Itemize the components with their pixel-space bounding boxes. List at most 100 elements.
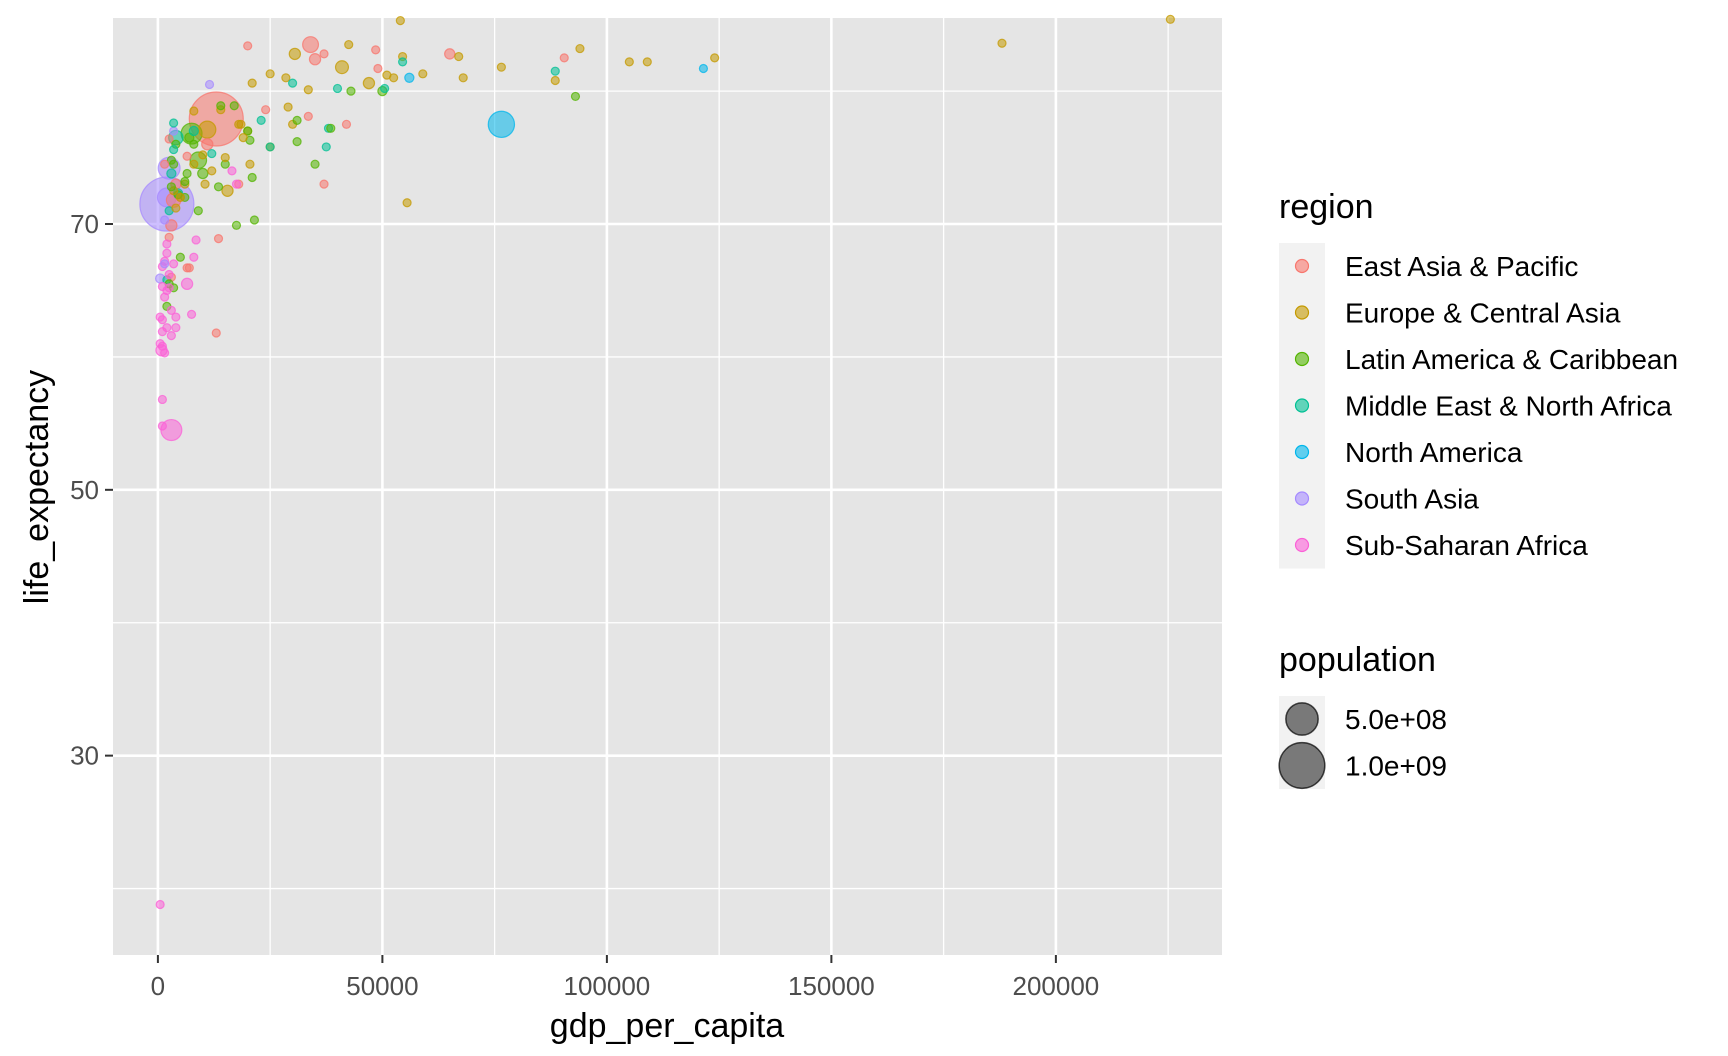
data-point	[287, 78, 298, 88]
data-point	[189, 159, 199, 169]
data-point	[362, 76, 376, 90]
data-point	[389, 73, 399, 83]
data-point	[201, 138, 214, 151]
data-point	[166, 182, 176, 192]
data-point	[216, 101, 226, 111]
data-point	[166, 168, 177, 179]
data-point	[164, 283, 174, 293]
data-point	[698, 63, 709, 74]
region-legend-key	[1294, 305, 1310, 320]
data-point	[334, 60, 350, 75]
data-point	[155, 339, 165, 349]
data-point	[200, 179, 210, 189]
data-point	[193, 206, 203, 216]
data-point	[180, 277, 194, 291]
data-point	[395, 16, 405, 26]
x-tick-label: 200000	[1012, 971, 1099, 1001]
data-point	[247, 172, 257, 183]
data-point	[171, 203, 181, 213]
data-point	[207, 166, 217, 176]
data-point	[220, 152, 230, 163]
x-tick-label: 0	[151, 971, 165, 1001]
data-point	[302, 36, 320, 54]
data-point	[213, 234, 224, 244]
data-point	[310, 159, 320, 169]
population-legend-key	[1285, 702, 1319, 736]
data-point	[175, 252, 185, 262]
data-point	[157, 394, 167, 405]
data-point	[231, 179, 242, 189]
data-point	[458, 73, 468, 83]
region-legend-key	[1294, 491, 1310, 506]
region-legend-key	[1294, 258, 1310, 274]
data-point	[326, 123, 336, 133]
data-point	[164, 134, 174, 144]
x-tick-label: 150000	[788, 971, 875, 1001]
data-point	[575, 43, 585, 54]
data-point	[444, 48, 456, 60]
data-point	[292, 115, 302, 125]
data-point	[288, 47, 302, 61]
data-point	[213, 182, 224, 192]
data-point	[160, 259, 170, 269]
data-point	[160, 348, 170, 358]
data-point	[550, 66, 560, 76]
data-point	[303, 111, 313, 121]
data-point	[188, 125, 199, 137]
data-point	[1165, 14, 1175, 24]
data-point	[175, 192, 185, 203]
data-point	[265, 69, 275, 79]
data-point	[303, 85, 313, 95]
data-point	[710, 53, 720, 63]
region-legend-label: North America	[1345, 437, 1523, 468]
data-point	[308, 53, 322, 66]
y-tick-label: 50	[70, 475, 99, 505]
population-legend: population 5.0e+08 1.0e+09	[1278, 641, 1447, 790]
y-axis-title: life_expectancy	[18, 370, 56, 604]
data-point	[162, 239, 172, 249]
data-points	[139, 14, 1175, 910]
data-point	[283, 102, 293, 112]
data-point	[171, 312, 181, 322]
data-point	[321, 142, 331, 152]
data-point	[169, 144, 179, 155]
data-point	[249, 215, 260, 225]
data-point	[245, 159, 255, 169]
region-legend: region East Asia & Pacific Europe & Centr…	[1279, 188, 1678, 569]
data-point	[186, 309, 197, 319]
data-point	[169, 126, 179, 136]
data-point	[373, 63, 383, 74]
data-point	[319, 49, 329, 59]
data-point	[160, 292, 170, 302]
x-axis-title: gdp_per_capita	[550, 1007, 785, 1045]
data-point	[198, 150, 208, 160]
data-point	[281, 73, 291, 83]
data-point	[157, 327, 167, 337]
data-point	[227, 166, 237, 176]
data-point	[207, 148, 217, 159]
data-point	[182, 168, 192, 179]
population-legend-label: 1.0e+09	[1345, 751, 1447, 782]
data-point	[380, 83, 390, 94]
region-legend-label: Latin America & Caribbean	[1345, 344, 1678, 375]
data-point	[166, 305, 176, 315]
data-point	[292, 137, 302, 147]
data-point	[397, 57, 408, 67]
data-point	[180, 176, 190, 187]
region-legend-label: Europe & Central Asia	[1345, 298, 1621, 329]
data-point	[164, 269, 174, 280]
population-legend-title: population	[1279, 641, 1436, 679]
data-point	[243, 126, 253, 136]
x-axis: 0 50000 100000 150000 200000	[151, 955, 1099, 1001]
data-point	[189, 139, 199, 149]
data-point	[162, 248, 172, 258]
y-tick-label: 70	[70, 209, 99, 239]
region-legend-key	[1294, 444, 1310, 460]
data-point	[165, 219, 178, 232]
region-legend-label: South Asia	[1345, 484, 1479, 515]
region-legend-key	[1294, 537, 1310, 553]
data-point	[332, 83, 343, 94]
data-point	[570, 91, 581, 102]
x-tick-label: 100000	[564, 971, 651, 1001]
data-point	[191, 235, 201, 245]
